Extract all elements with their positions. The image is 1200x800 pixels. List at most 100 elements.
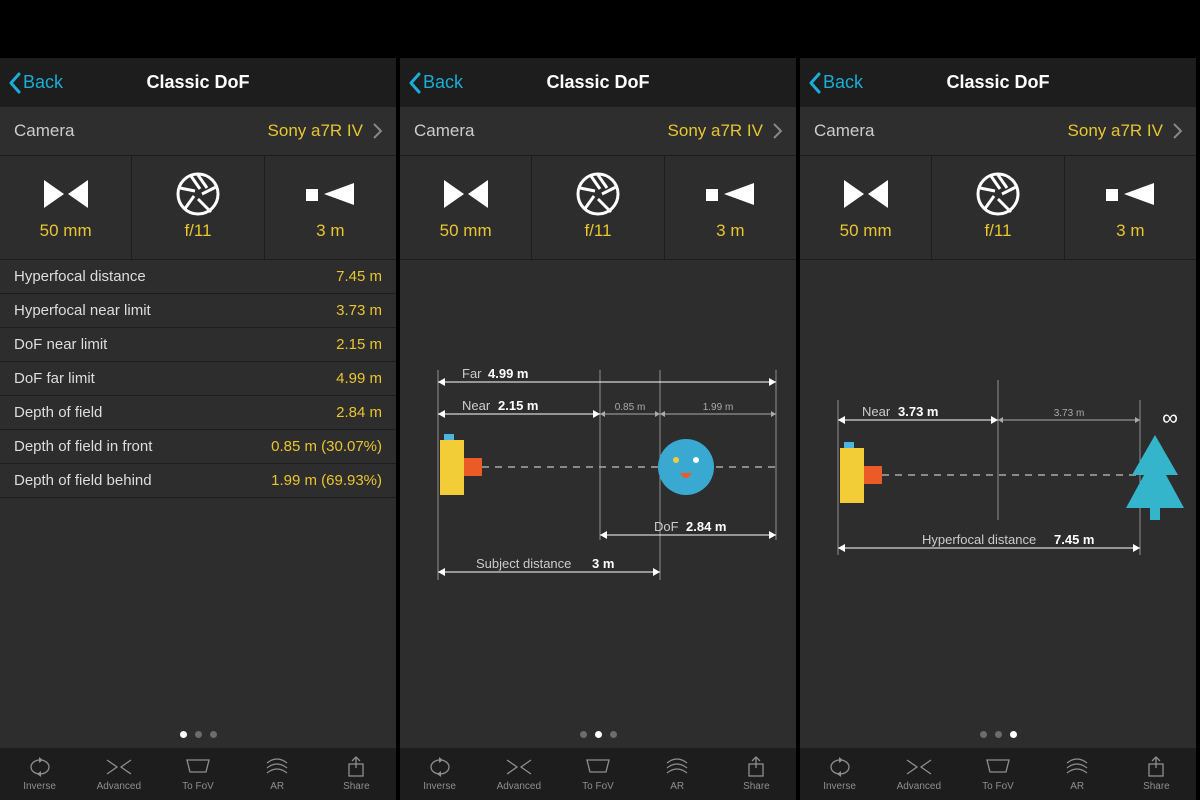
ar-button[interactable]: AR [1038,748,1117,800]
focal-length-button[interactable]: 50 mm [400,156,532,259]
toolbar: Inverse Advanced To FoV AR Share [400,748,796,800]
page-dot[interactable] [980,731,987,738]
share-button[interactable]: Share [717,748,796,800]
nav-bar: Back Classic DoF [400,58,796,107]
advanced-icon [505,758,533,776]
aperture-button[interactable]: f/11 [532,156,664,259]
svg-text:7.45 m: 7.45 m [1054,532,1094,547]
chevron-left-icon [8,72,21,94]
svg-text:∞: ∞ [1162,405,1178,430]
tofov-button[interactable]: To FoV [958,748,1037,800]
svg-text:DoF: DoF [654,519,679,534]
svg-text:2.84 m: 2.84 m [686,519,726,534]
focal-length-button[interactable]: 50 mm [800,156,932,259]
fov-icon [585,758,611,776]
aperture-button[interactable]: f/11 [932,156,1064,259]
fov-icon [985,758,1011,776]
tool-label: Share [1143,781,1170,792]
focal-value: 50 mm [440,221,492,241]
camera-selector[interactable]: Camera Sony a7R IV [800,107,1196,156]
nav-bar: Back Classic DoF [800,58,1196,107]
advanced-button[interactable]: Advanced [479,748,558,800]
tool-label: AR [670,781,684,792]
aperture-value: f/11 [184,221,211,241]
tool-label: AR [270,781,284,792]
page-dot[interactable] [195,731,202,738]
page-dot[interactable] [210,731,217,738]
aperture-icon [176,172,220,216]
back-button[interactable]: Back [8,72,63,94]
result-row: DoF near limit2.15 m [0,328,396,362]
result-row: Depth of field in front0.85 m (30.07%) [0,430,396,464]
inverse-icon [827,757,853,777]
back-button[interactable]: Back [808,72,863,94]
hyperfocal-diagram: Near 3.73 m 3.73 m ∞ Hyperfocal distance… [800,260,1196,800]
advanced-button[interactable]: Advanced [879,748,958,800]
inverse-button[interactable]: Inverse [800,748,879,800]
camera-value: Sony a7R IV [268,121,363,141]
aperture-value: f/11 [984,221,1011,241]
toolbar: Inverse Advanced To FoV AR Share [800,748,1196,800]
camera-selector[interactable]: Camera Sony a7R IV [0,107,396,156]
ar-button[interactable]: AR [638,748,717,800]
svg-text:Near: Near [462,398,491,413]
distance-button[interactable]: 3 m [265,156,396,259]
tofov-button[interactable]: To FoV [158,748,237,800]
distance-value: 3 m [716,221,744,241]
ar-button[interactable]: AR [238,748,317,800]
back-label: Back [423,72,463,93]
chevron-right-icon [373,123,382,139]
tool-label: Advanced [497,781,541,792]
tool-label: Inverse [823,781,856,792]
chevron-left-icon [808,72,821,94]
svg-text:Hyperfocal distance: Hyperfocal distance [922,532,1036,547]
distance-button[interactable]: 3 m [665,156,796,259]
focal-icon [840,176,892,212]
page-dot[interactable] [180,731,187,738]
tofov-button[interactable]: To FoV [558,748,637,800]
svg-text:0.85 m: 0.85 m [615,402,646,413]
share-button[interactable]: Share [317,748,396,800]
page-dot[interactable] [580,731,587,738]
nav-bar: Back Classic DoF [0,58,396,107]
distance-button[interactable]: 3 m [1065,156,1196,259]
status-gap [400,0,796,58]
focal-value: 50 mm [840,221,892,241]
panel-data-list: Back Classic DoF Camera Sony a7R IV 50 m… [0,0,400,800]
page-dot[interactable] [595,731,602,738]
page-indicator [800,731,1196,738]
tool-label: Inverse [23,781,56,792]
params-row: 50 mm f/11 3 m [0,156,396,260]
page-dot[interactable] [1010,731,1017,738]
panel-hyperfocal-diagram: Back Classic DoF Camera Sony a7R IV 50 m… [800,0,1200,800]
distance-icon [704,179,756,209]
inverse-icon [27,757,53,777]
svg-text:Far: Far [462,366,482,381]
svg-text:3.73 m: 3.73 m [898,404,938,419]
params-row: 50 mm f/11 3 m [400,156,796,260]
back-label: Back [823,72,863,93]
camera-value: Sony a7R IV [1068,121,1163,141]
tool-label: To FoV [182,781,214,792]
result-row: DoF far limit4.99 m [0,362,396,396]
share-icon [347,756,365,778]
share-button[interactable]: Share [1117,748,1196,800]
camera-selector[interactable]: Camera Sony a7R IV [400,107,796,156]
tool-label: Share [743,781,770,792]
share-icon [1147,756,1165,778]
page-dot[interactable] [610,731,617,738]
page-dot[interactable] [995,731,1002,738]
focal-length-button[interactable]: 50 mm [0,156,132,259]
camera-label: Camera [14,121,74,141]
share-icon [747,756,765,778]
results-list: Hyperfocal distance7.45 m Hyperfocal nea… [0,260,396,498]
advanced-icon [105,758,133,776]
focal-icon [40,176,92,212]
inverse-button[interactable]: Inverse [0,748,79,800]
aperture-value: f/11 [584,221,611,241]
inverse-button[interactable]: Inverse [400,748,479,800]
back-button[interactable]: Back [408,72,463,94]
aperture-button[interactable]: f/11 [132,156,264,259]
ar-icon [666,757,688,777]
advanced-button[interactable]: Advanced [79,748,158,800]
